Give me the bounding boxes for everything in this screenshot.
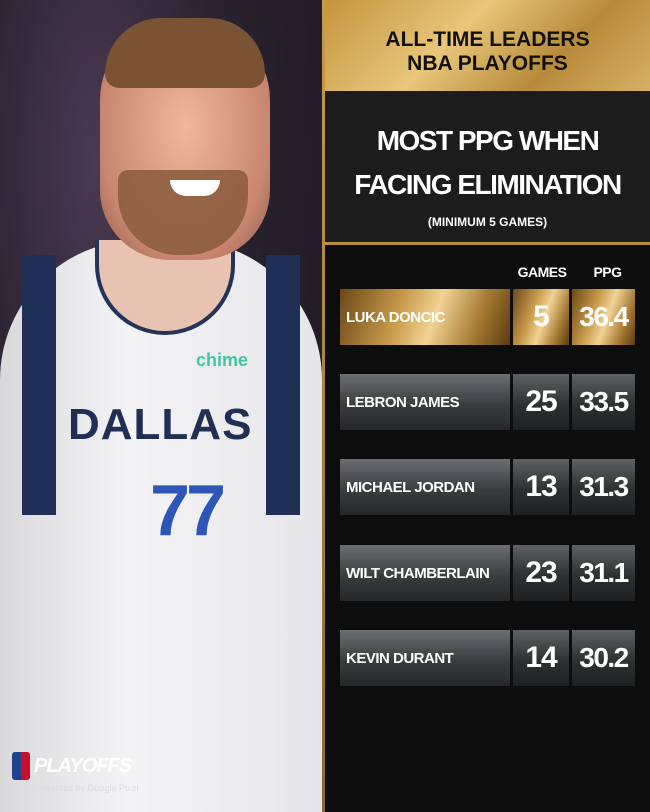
table-row: WILT CHAMBERLAIN 23 31.1: [340, 545, 635, 601]
jersey-trim: [22, 255, 56, 515]
title-line2: FACING ELIMINATION: [354, 169, 622, 200]
ppg-value: 31.1: [579, 557, 629, 588]
ppg-value: 33.5: [579, 386, 629, 417]
games-cell: 14: [513, 630, 569, 686]
ppg-cell: 33.5: [572, 374, 635, 430]
player-name: MICHAEL JORDAN: [346, 478, 475, 496]
games-value: 23: [525, 556, 557, 589]
smile: [170, 180, 220, 196]
playoffs-logo: PLAYOFFS: [12, 752, 132, 780]
games-cell: 23: [513, 545, 569, 601]
ppg-value: 36.4: [579, 301, 629, 332]
jersey-text: DALLAS: [68, 400, 253, 449]
table-row: MICHAEL JORDAN 13 31.3: [340, 459, 635, 515]
ppg-cell: 31.1: [572, 545, 635, 601]
header-title: ALL-TIME LEADERS NBA PLAYOFFS: [325, 28, 650, 76]
player-name: WILT CHAMBERLAIN: [346, 564, 490, 582]
jersey-trim: [266, 255, 300, 515]
games-value: 25: [525, 385, 557, 418]
player-photo: chime DALLAS 77 PLAYOFFS Presented by Go…: [0, 0, 322, 812]
title-line1: MOST PPG WHEN: [376, 125, 600, 156]
player-name: KEVIN DURANT: [346, 649, 454, 667]
player-name-cell: LEBRON JAMES: [340, 374, 510, 430]
title-box: MOST PPG WHEN FACING ELIMINATION (MINIMU…: [325, 91, 650, 245]
player-name: LUKA DONCIC: [346, 308, 445, 326]
ppg-value: 31.3: [579, 471, 629, 502]
player-name-cell: LUKA DONCIC: [340, 289, 510, 345]
logo-text: PLAYOFFS: [34, 754, 132, 777]
ppg-cell: 36.4: [572, 289, 635, 345]
logo-sub: Presented by Google Pixel: [32, 783, 139, 793]
games-cell: 13: [513, 459, 569, 515]
nba-logo-icon: [12, 752, 30, 780]
player-name-cell: WILT CHAMBERLAIN: [340, 545, 510, 601]
games-value: 13: [525, 470, 557, 503]
title-note: (MINIMUM 5 GAMES): [427, 215, 548, 229]
ppg-value: 30.2: [579, 642, 629, 673]
sponsor-patch: chime: [196, 350, 249, 370]
col-ppg: PPG: [593, 264, 622, 280]
games-cell: 5: [513, 289, 569, 345]
table-row: KEVIN DURANT 14 30.2: [340, 630, 635, 686]
games-cell: 25: [513, 374, 569, 430]
player-name-cell: KEVIN DURANT: [340, 630, 510, 686]
header-line2: NBA PLAYOFFS: [407, 52, 568, 75]
games-value: 14: [525, 641, 557, 674]
table-row: LEBRON JAMES 25 33.5: [340, 374, 635, 430]
jersey-number: 77: [150, 471, 226, 551]
player-name-cell: MICHAEL JORDAN: [340, 459, 510, 515]
ppg-cell: 31.3: [572, 459, 635, 515]
divider: [322, 0, 325, 812]
player-name: LEBRON JAMES: [346, 393, 460, 411]
hair: [105, 18, 265, 88]
games-value: 5: [533, 300, 550, 333]
table-row: LUKA DONCIC 5 36.4: [340, 289, 635, 345]
header-band: [325, 0, 650, 91]
col-games: GAMES: [517, 264, 567, 280]
ppg-cell: 30.2: [572, 630, 635, 686]
header-line1: ALL-TIME LEADERS: [385, 28, 590, 51]
